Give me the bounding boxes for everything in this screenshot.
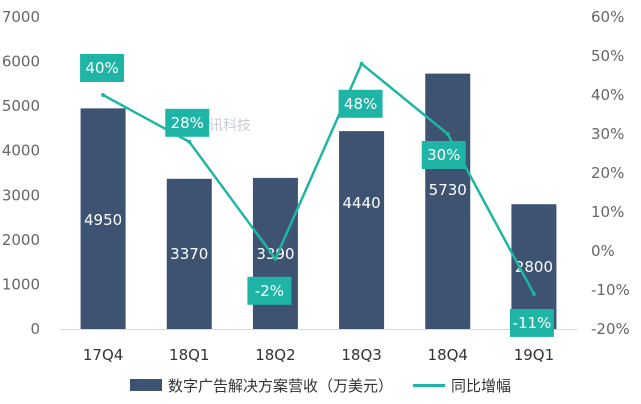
growth-label: -2% bbox=[255, 282, 284, 300]
growth-point-18Q1 bbox=[187, 139, 192, 144]
bar-18Q3 bbox=[339, 131, 385, 329]
y-left-tick-label: 2000 bbox=[2, 231, 40, 249]
legend-item-revenue: 数字广告解决方案营收（万美元） bbox=[129, 375, 393, 396]
bar-18Q1 bbox=[166, 178, 212, 329]
bar-value-label: 5730 bbox=[429, 181, 467, 199]
growth-label: -11% bbox=[513, 314, 552, 332]
bar-value-label: 4950 bbox=[84, 211, 122, 229]
y-right-tick-label: -20% bbox=[591, 320, 630, 338]
growth-label-box bbox=[338, 89, 383, 118]
x-tick-label: 18Q3 bbox=[341, 346, 381, 364]
y-left-tick-label: 3000 bbox=[2, 186, 40, 204]
y-left-tick-label: 0 bbox=[30, 320, 40, 338]
x-tick-label: 19Q1 bbox=[514, 346, 554, 364]
y-left-tick-label: 4000 bbox=[2, 142, 40, 160]
bar-value-label: 2800 bbox=[515, 258, 553, 276]
bar-18Q4 bbox=[425, 73, 471, 329]
bar-value-label: 3390 bbox=[256, 245, 294, 263]
y-right-tick-label: 10% bbox=[591, 203, 624, 221]
x-tick-label: 18Q2 bbox=[255, 346, 295, 364]
growth-point-18Q4 bbox=[445, 132, 450, 136]
bar-value-label: 4440 bbox=[342, 194, 380, 212]
y-left-tick-label: 1000 bbox=[2, 275, 40, 293]
legend-label-growth: 同比增幅 bbox=[451, 376, 512, 395]
x-tick-label: 18Q4 bbox=[428, 346, 468, 364]
growth-label-box bbox=[421, 141, 466, 169]
y-left-tick-label: 7000 bbox=[2, 8, 40, 26]
y-right-tick-label: 20% bbox=[591, 164, 624, 182]
y-right-tick-label: 60% bbox=[591, 8, 624, 26]
growth-label-box bbox=[247, 276, 292, 305]
bar-17Q4 bbox=[80, 108, 126, 329]
growth-label: 40% bbox=[85, 59, 118, 77]
growth-point-19Q1 bbox=[531, 291, 536, 296]
y-left-tick-label: 6000 bbox=[2, 53, 40, 71]
x-tick-label: 17Q4 bbox=[83, 346, 123, 364]
legend-swatch-line bbox=[413, 383, 445, 387]
legend-swatch-bar bbox=[129, 379, 162, 391]
legend-item-growth: 同比增幅 bbox=[413, 375, 511, 396]
y-right-tick-label: 40% bbox=[591, 86, 624, 104]
growth-label-box bbox=[165, 108, 210, 137]
bar-value-label: 3370 bbox=[170, 245, 208, 263]
x-tick-label: 18Q1 bbox=[169, 346, 209, 364]
chart-legend: 数字广告解决方案营收（万美元） 同比增幅 bbox=[0, 370, 641, 400]
growth-label: 48% bbox=[344, 95, 377, 113]
y-left-tick-label: 5000 bbox=[2, 97, 40, 115]
growth-point-18Q3 bbox=[359, 61, 364, 66]
growth-label-box bbox=[509, 308, 554, 337]
growth-label: 28% bbox=[171, 114, 204, 132]
y-right-tick-label: 50% bbox=[591, 47, 624, 65]
y-right-tick-label: 0% bbox=[591, 242, 615, 260]
growth-point-18Q2 bbox=[273, 256, 278, 261]
y-right-tick-label: -10% bbox=[591, 281, 630, 299]
growth-point-17Q4 bbox=[101, 93, 106, 97]
growth-label: 30% bbox=[427, 146, 460, 164]
legend-label-revenue: 数字广告解决方案营收（万美元） bbox=[167, 376, 393, 395]
growth-label-box bbox=[80, 54, 125, 82]
y-right-tick-label: 30% bbox=[591, 125, 624, 143]
